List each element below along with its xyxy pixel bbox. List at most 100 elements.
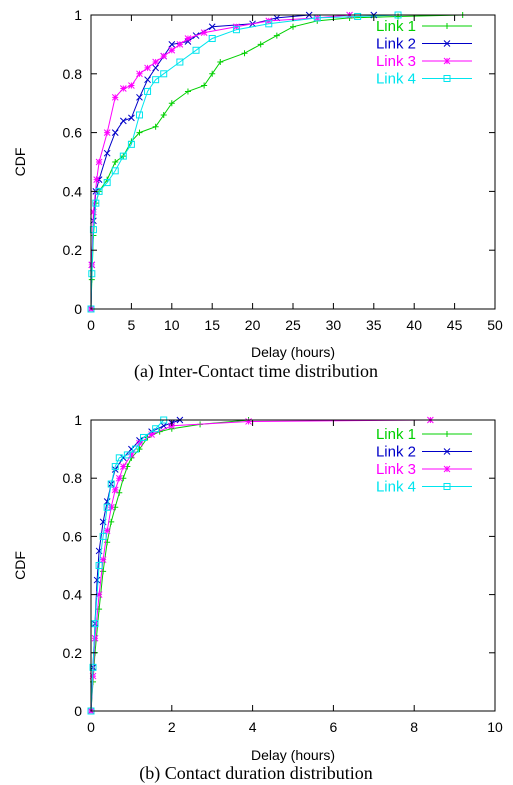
data-point: [136, 93, 143, 101]
data-point: [123, 451, 131, 459]
data-point: [152, 58, 159, 66]
series-line: [90, 419, 165, 712]
series-line: [90, 419, 431, 712]
data-point: [176, 58, 184, 66]
data-point: [99, 556, 107, 564]
x-tick-label: 0: [87, 719, 95, 735]
series-link-4: [87, 11, 402, 313]
data-point: [135, 111, 143, 119]
data-point: [91, 620, 99, 628]
x-tick-label: 5: [128, 317, 136, 333]
x-tick-label: 50: [487, 317, 503, 333]
data-point: [354, 12, 362, 20]
x-tick-label: 8: [410, 719, 418, 735]
legend-label: Link 1: [376, 18, 416, 35]
legend-marker: [443, 75, 451, 82]
x-tick-label: 20: [245, 317, 261, 333]
series-link-1: [88, 417, 252, 714]
data-point: [107, 503, 115, 511]
data-point: [290, 23, 296, 30]
data-point: [95, 591, 103, 598]
data-point: [128, 114, 135, 122]
y-tick-label: 0.8: [63, 470, 83, 486]
data-point: [201, 82, 208, 89]
series-line: [90, 419, 249, 712]
data-point: [111, 167, 119, 175]
data-point: [148, 431, 155, 438]
data-point: [168, 41, 176, 48]
legend-item: Link 1: [376, 18, 472, 35]
data-point: [116, 489, 123, 496]
data-point: [140, 433, 148, 441]
data-point: [265, 20, 273, 28]
legend-item: Link 1: [376, 426, 472, 443]
data-point: [95, 562, 103, 569]
legend-label: Link 4: [376, 479, 416, 496]
data-point: [128, 82, 135, 89]
data-point: [152, 123, 159, 130]
y-tick-label: 0.8: [63, 66, 83, 82]
y-tick-label: 0.4: [63, 587, 83, 603]
x-tick-label: 25: [285, 317, 301, 333]
legend-marker: [443, 40, 451, 47]
x-tick-label: 10: [164, 317, 180, 333]
x-tick-label: 35: [366, 317, 382, 333]
data-point: [128, 451, 135, 459]
legend-marker: [443, 448, 451, 455]
y-axis-label: CDF: [12, 551, 28, 580]
data-point: [144, 64, 151, 72]
data-point: [127, 140, 135, 148]
y-tick-label: 1: [74, 412, 82, 428]
data-point: [115, 474, 123, 482]
legend-marker: [444, 431, 450, 437]
data-point: [103, 149, 111, 157]
plot-frame: [90, 419, 496, 712]
data-point: [93, 176, 101, 183]
legend-item: Link 2: [376, 444, 472, 461]
x-tick-label: 2: [168, 719, 176, 735]
data-point: [95, 158, 103, 166]
data-point: [90, 208, 97, 216]
data-point: [176, 41, 184, 48]
data-point: [168, 100, 175, 107]
legend-marker: [443, 57, 451, 65]
data-point: [168, 46, 176, 54]
data-point: [89, 226, 97, 234]
data-point: [136, 70, 143, 78]
y-tick-label: 0.2: [63, 242, 83, 258]
chart-panel-1: 0 5 10 15 20 25 30 35 40 45 50 0 0.2 0.4 0.6 0.8 1 Delay …: [12, 7, 503, 382]
data-point: [273, 32, 280, 39]
legend-item: Link 3: [376, 53, 472, 70]
series-line: [90, 14, 374, 310]
data-point: [136, 446, 143, 453]
legend-item: Link 2: [376, 36, 472, 53]
data-point: [115, 454, 123, 462]
legend-label: Link 2: [376, 444, 416, 461]
x-tick-label: 6: [330, 719, 338, 735]
plot-frame: [90, 14, 496, 310]
x-tick-label: 30: [326, 317, 342, 333]
data-point: [119, 463, 127, 470]
chart-panel-2: 0 2 4 6 8 10 0 0.2 0.4 0.6 0.8 1 Delay (hours) CDF Lin…: [12, 412, 503, 784]
data-point: [192, 46, 200, 54]
y-tick-label: 0.4: [63, 183, 83, 199]
data-point: [232, 26, 240, 34]
series-link-3: [87, 11, 353, 313]
data-point: [209, 70, 216, 77]
data-point: [160, 111, 167, 118]
data-point: [88, 270, 96, 278]
data-point: [160, 70, 168, 78]
data-point: [119, 85, 127, 92]
legend-marker: [443, 465, 451, 473]
y-tick-label: 0.6: [63, 125, 83, 141]
data-point: [92, 199, 100, 207]
data-point: [111, 93, 119, 101]
data-point: [152, 76, 160, 84]
legend-item: Link 3: [376, 461, 472, 478]
y-axis-label: CDF: [12, 148, 28, 177]
y-tick-label: 0.2: [63, 645, 83, 661]
data-point: [160, 422, 168, 430]
data-point: [100, 568, 107, 575]
data-point: [152, 425, 160, 433]
